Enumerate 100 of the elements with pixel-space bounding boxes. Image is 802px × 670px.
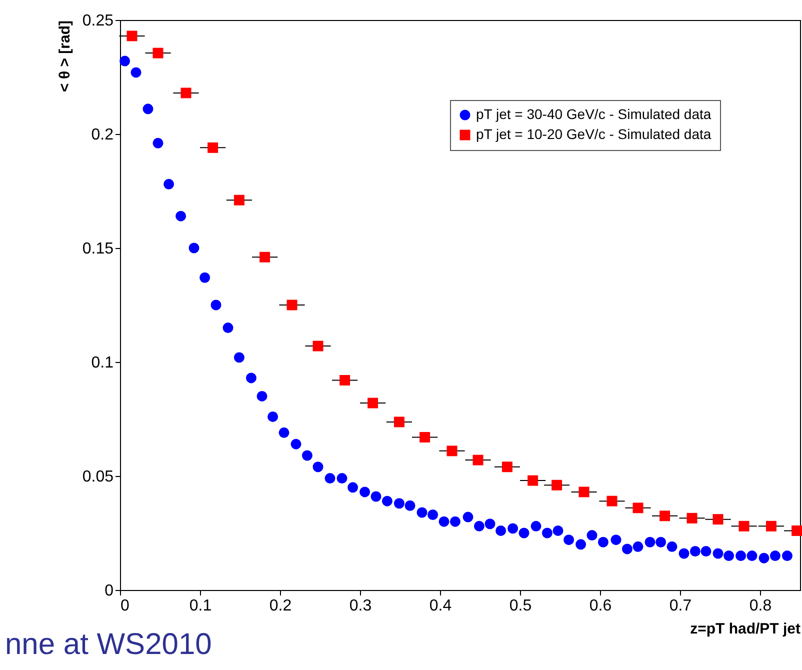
point: [792, 525, 802, 536]
point: [578, 486, 590, 498]
x-tick-label: 0.2: [269, 598, 292, 614]
point: [528, 475, 538, 486]
x-tick-label: 0.8: [749, 598, 772, 614]
point: [302, 450, 312, 461]
point: [348, 482, 358, 493]
point: [632, 502, 644, 514]
point: [176, 210, 186, 222]
point: [484, 518, 496, 530]
x-tick-label: 0.4: [429, 598, 452, 614]
y-tick-label: 0.15: [82, 240, 114, 258]
point: [782, 550, 792, 562]
point: [340, 374, 350, 386]
point: [368, 398, 378, 408]
point: [712, 548, 724, 559]
point: [690, 546, 700, 556]
point: [438, 516, 450, 527]
y-tick-label: 0.1: [91, 354, 114, 372]
y-tick-label: 0: [104, 582, 114, 600]
point: [462, 512, 474, 522]
point: [278, 427, 290, 438]
point: [234, 352, 244, 363]
point: [508, 523, 518, 534]
x-tick-label: 0.1: [189, 598, 212, 614]
point: [120, 56, 130, 66]
point: [312, 340, 324, 352]
point: [312, 462, 324, 472]
x-axis-title: z=pT had/PT jet: [690, 620, 800, 638]
point: [610, 534, 622, 546]
point: [518, 528, 530, 538]
x-tick-label: 0.3: [349, 598, 372, 614]
point: [606, 496, 618, 506]
point: [152, 138, 164, 148]
point: [496, 525, 506, 536]
point: [770, 550, 780, 562]
point: [678, 548, 690, 559]
point: [360, 486, 370, 498]
point: [746, 550, 758, 562]
text: nne at WS2010: [5, 628, 212, 661]
point: [552, 525, 564, 536]
point: [268, 411, 278, 422]
point: [200, 272, 210, 283]
point: [686, 512, 698, 524]
point: [644, 536, 656, 548]
legend-label: pT jet = 10-20 GeV/c - Simulated data: [476, 126, 712, 142]
point: [542, 528, 552, 538]
point: [208, 142, 218, 153]
point: [234, 194, 244, 206]
point: [210, 300, 222, 310]
point: [188, 242, 200, 254]
point: [712, 514, 724, 525]
y-tick-label: 0.25: [82, 12, 114, 30]
point: [660, 510, 670, 522]
point: [656, 536, 666, 548]
point: [758, 552, 770, 564]
point: [286, 300, 298, 310]
point: [738, 520, 750, 532]
point: [130, 67, 142, 78]
point: [370, 491, 382, 502]
point: [530, 520, 542, 532]
point: [394, 498, 404, 509]
point: [394, 416, 404, 428]
point: [576, 539, 586, 550]
point: [446, 446, 458, 456]
point: [564, 534, 574, 546]
point: [336, 473, 348, 484]
point: [472, 454, 484, 466]
point: [290, 438, 302, 450]
point: [416, 507, 428, 518]
point: [222, 322, 234, 334]
point: [700, 546, 712, 556]
point: [164, 178, 174, 190]
point: [324, 473, 336, 484]
point: [142, 104, 154, 114]
x-tick-label: 0.5: [509, 598, 532, 614]
point: [632, 541, 644, 552]
x-tick-label: 0: [120, 598, 130, 614]
point: [256, 390, 268, 402]
x-tick-label: 0.6: [589, 598, 612, 614]
point: [382, 496, 392, 506]
point: [450, 516, 460, 527]
point: [474, 520, 484, 532]
legend-label: pT jet = 30-40 GeV/c - Simulated data: [476, 106, 712, 122]
point: [428, 510, 438, 520]
point: [260, 252, 270, 262]
point: [598, 536, 608, 548]
y-tick-label: 0.05: [82, 468, 114, 486]
y-tick-label: 0.2: [91, 126, 114, 144]
point: [766, 520, 776, 532]
point: [622, 544, 632, 554]
point: [666, 541, 678, 552]
point: [404, 500, 416, 511]
point: [152, 48, 164, 58]
point: [126, 30, 138, 42]
point: [246, 372, 256, 384]
x-tick-label: 0.7: [669, 598, 692, 614]
y-axis-title: < θ > [rad]: [56, 20, 74, 92]
point: [586, 530, 598, 541]
point: [724, 550, 734, 562]
